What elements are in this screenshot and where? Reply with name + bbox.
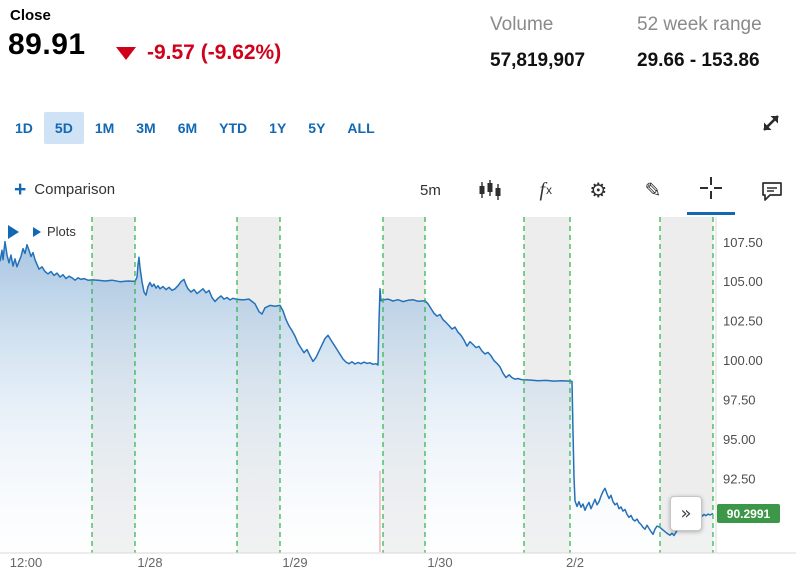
last-price-badge: [717, 503, 780, 523]
x-axis-label: 2/2: [566, 555, 584, 570]
close-price: 89.91: [8, 28, 86, 61]
y-axis-label: 100.00: [723, 353, 763, 368]
price-line: [0, 240, 714, 537]
tab-1m[interactable]: 1M: [84, 112, 125, 144]
x-axis-label: 1/29: [282, 555, 307, 570]
comparison-label: Comparison: [34, 181, 116, 198]
plots-triangle-icon: [33, 226, 41, 237]
panel-arrow-icon: [8, 224, 19, 239]
price-chart[interactable]: 107.50 105.00 102.50 100.00 97.50 95.00 92.50 1…: [0, 215, 796, 577]
plus-icon: +: [14, 177, 27, 201]
tab-5y[interactable]: 5Y: [297, 112, 336, 144]
close-label: Close: [10, 7, 51, 24]
tab-6m[interactable]: 6M: [167, 112, 208, 144]
pencil-icon: ✎: [644, 178, 662, 202]
week-range-label: 52 week range: [637, 14, 762, 35]
interval-selector[interactable]: 5m: [420, 181, 441, 199]
week-range-block: 52 week range 29.66 - 153.86: [637, 14, 762, 72]
volume-label: Volume: [490, 14, 554, 35]
chart-type-button[interactable]: [478, 179, 502, 201]
plots-label: Plots: [47, 224, 76, 239]
last-price-text: 90.2991: [727, 507, 771, 521]
change-value: -9.57 (-9.62%): [147, 41, 282, 64]
y-axis-label: 92.50: [723, 471, 756, 486]
tab-5d[interactable]: 5D: [43, 112, 84, 144]
annotations-button[interactable]: [760, 179, 784, 202]
tab-1y[interactable]: 1Y: [258, 112, 297, 144]
speech-bubble-icon: [762, 181, 782, 201]
y-axis-label: 95.00: [723, 432, 756, 447]
down-triangle-icon: [116, 46, 136, 60]
volume-block: Volume 57,819,907: [490, 14, 585, 72]
draw-button[interactable]: ✎: [645, 180, 662, 200]
crosshair-icon: [699, 176, 722, 199]
volume-value: 57,819,907: [490, 50, 586, 71]
y-axis-label: 97.50: [723, 392, 756, 407]
x-axis-label: 1/30: [427, 555, 452, 570]
y-axis-label: 102.50: [723, 314, 763, 329]
tab-1d[interactable]: 1D: [4, 112, 44, 144]
tab-all[interactable]: ALL: [336, 112, 385, 144]
fullscreen-button[interactable]: [758, 110, 784, 136]
plots-panel-toggle[interactable]: Plots: [8, 224, 76, 239]
candlestick-icon: [479, 180, 501, 200]
fx-icon: f: [539, 178, 546, 201]
week-range-value: 29.66 - 153.86: [637, 50, 760, 71]
scroll-forward-button[interactable]: »: [670, 496, 702, 531]
active-tool-underline: [686, 211, 735, 215]
expand-arrows-icon: [763, 115, 779, 131]
tab-3m[interactable]: 3M: [125, 112, 166, 144]
price-change: -9.57 (-9.62%): [116, 41, 281, 65]
y-axis-label: 107.50: [723, 235, 763, 250]
x-axis-label: 1/28: [137, 555, 162, 570]
crosshair-tool[interactable]: [686, 176, 735, 215]
gear-icon: ⚙: [589, 178, 608, 202]
settings-button[interactable]: ⚙: [589, 180, 607, 200]
x-axis-label: 12:00: [10, 555, 43, 570]
add-comparison-button[interactable]: + Comparison: [14, 177, 116, 201]
tab-ytd[interactable]: YTD: [208, 112, 258, 144]
range-tabs: 1D 5D 1M 3M 6M YTD 1Y 5Y ALL: [4, 112, 386, 144]
y-axis-label: 105.00: [723, 274, 763, 289]
